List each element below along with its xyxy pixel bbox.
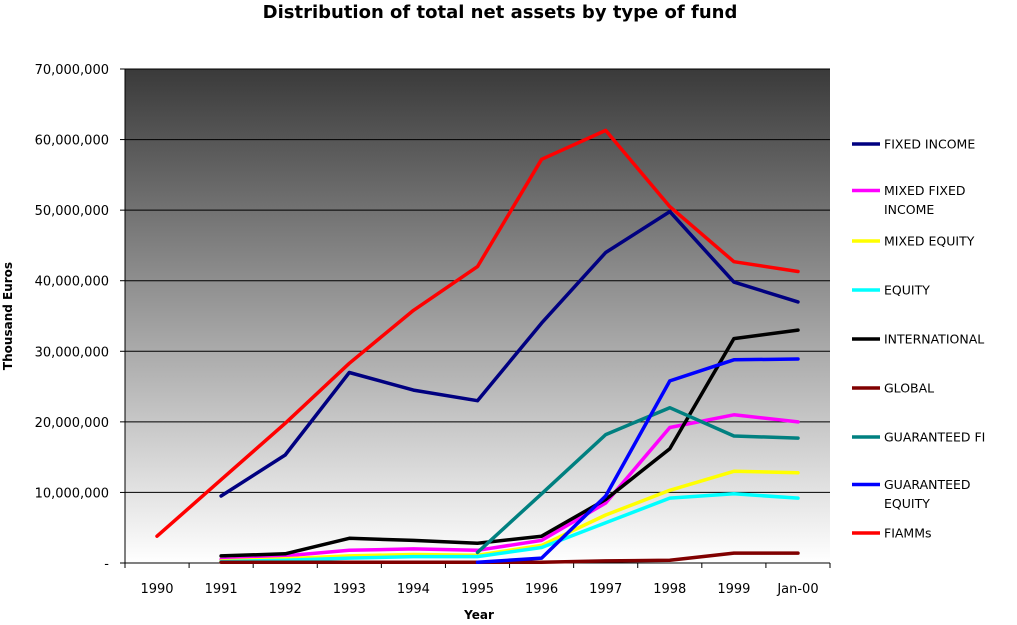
x-axis-ticks: 1990 1991 1992 1993 1994 1995 1996 1997 1998 1999…: [140, 582, 818, 597]
legend-label: GUARANTEED EQUITY: [884, 477, 971, 511]
y-tick-label: 30,000,000: [35, 345, 109, 360]
y-tick-label: -: [104, 557, 109, 572]
legend: FIXED INCOME MIXED FIXED INCOME MIXED EQUIT…: [852, 137, 985, 541]
x-tick-label: 1995: [461, 582, 494, 597]
x-tick-label: Jan-00: [776, 582, 818, 597]
series-lines: [155, 128, 800, 565]
chart-title: Distribution of total net assets by type…: [263, 2, 738, 23]
y-axis-ticks: - 10,000,000 20,000,000 30,000,000 40,000,00…: [35, 63, 110, 572]
x-tick-label: 1990: [140, 582, 173, 597]
x-tick-label: 1997: [589, 582, 622, 597]
legend-label: MIXED EQUITY: [884, 234, 975, 249]
legend-label: EQUITY: [884, 283, 930, 298]
y-axis-title: Thousand Euros: [1, 262, 15, 370]
y-tick-label: 60,000,000: [35, 134, 109, 149]
gridlines: [125, 68, 830, 493]
legend-label: FIAMMs: [884, 526, 932, 541]
x-tick-label: 1994: [397, 582, 430, 597]
x-tick-label: 1998: [653, 582, 686, 597]
x-axis-title: Year: [463, 608, 494, 622]
x-tick-label: 1999: [717, 582, 750, 597]
legend-label: MIXED FIXED INCOME: [884, 183, 966, 217]
series-line-global: [219, 551, 800, 565]
series-line-fiamms: [155, 128, 800, 538]
y-tick-label: 70,000,000: [35, 63, 109, 78]
x-tick-label: 1991: [205, 582, 238, 597]
series-line-fixed-income: [219, 209, 800, 498]
series-line-guaranteed-equity: [475, 357, 800, 565]
series-line-equity: [219, 492, 800, 564]
legend-label: FIXED INCOME: [884, 137, 975, 152]
legend-label: INTERNATIONAL: [884, 332, 984, 347]
legend-label: GLOBAL: [884, 381, 934, 396]
series-line-international: [219, 328, 800, 558]
x-tick-label: 1992: [269, 582, 302, 597]
y-tick-label: 20,000,000: [35, 416, 109, 431]
legend-label: GUARANTEED FI: [884, 430, 985, 445]
y-tick-label: 10,000,000: [35, 486, 109, 501]
y-tick-label: 40,000,000: [35, 275, 109, 290]
series-line-guaranteed-fi: [475, 405, 800, 555]
y-tick-label: 50,000,000: [35, 204, 109, 219]
x-tick-label: 1993: [333, 582, 366, 597]
x-tick-label: 1996: [525, 582, 558, 597]
